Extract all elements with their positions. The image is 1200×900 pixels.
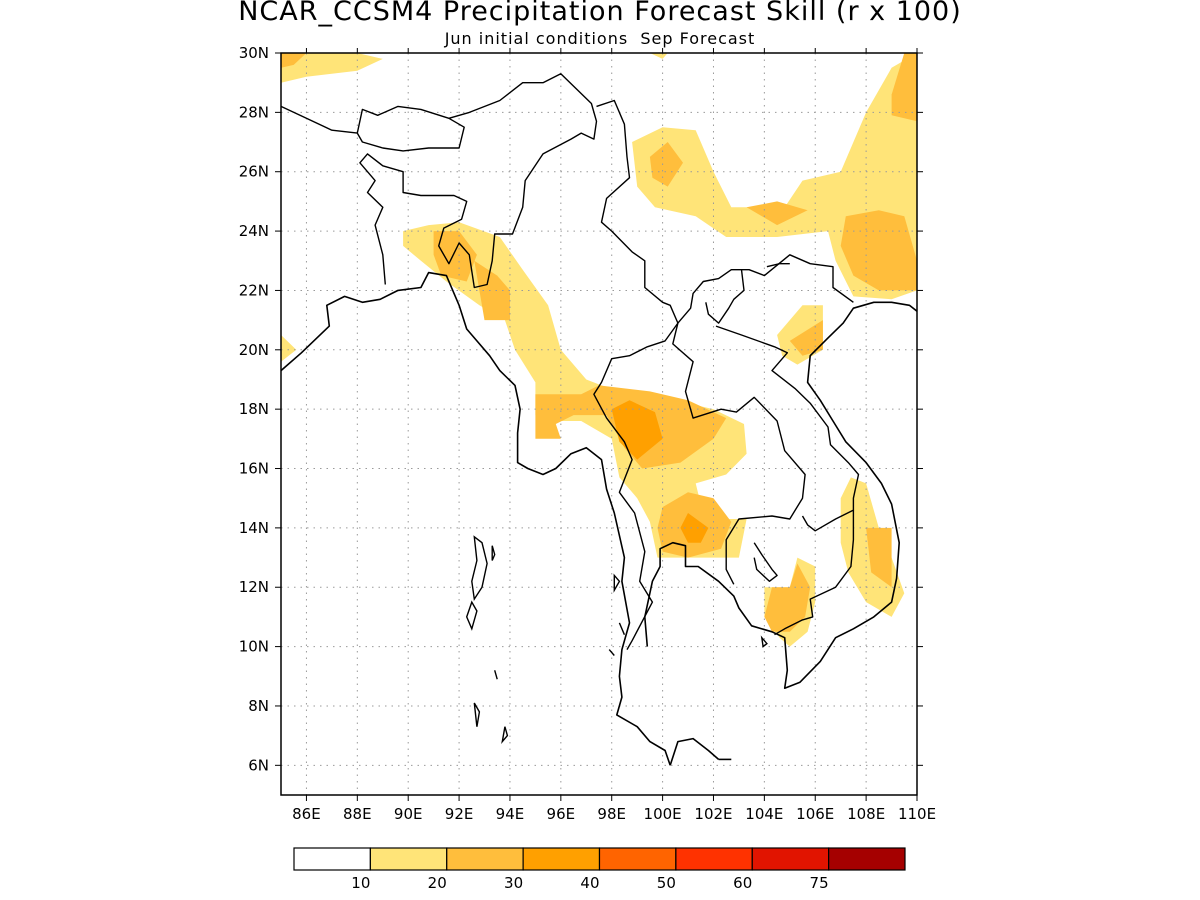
country-border-1 <box>281 73 598 289</box>
y-tick-label: 24N <box>239 222 269 240</box>
y-tick-label: 12N <box>239 578 269 596</box>
country-border-5 <box>672 322 806 585</box>
skill-region-15 <box>891 53 917 122</box>
island-2 <box>465 600 478 631</box>
island-10 <box>760 635 768 648</box>
country-border-8 <box>774 510 855 636</box>
y-tick-label: 28N <box>239 103 269 121</box>
coastline-1 <box>281 271 671 766</box>
colorbar-label: 40 <box>580 874 599 892</box>
skill-region-4 <box>649 53 668 59</box>
y-tick-label: 6N <box>248 756 269 774</box>
x-tick-label: 108E <box>847 805 885 823</box>
skill-region-9 <box>611 400 663 460</box>
colorbar: 10 20 30 40 50 60 75 <box>293 847 906 892</box>
y-tick-label: 22N <box>239 281 269 299</box>
skill-region-7 <box>474 260 510 321</box>
x-tick-label: 96E <box>547 805 576 823</box>
island-5 <box>501 726 509 745</box>
coastline-2 <box>669 737 720 766</box>
axis-ticks: 86E 88E 90E 92E 94E 96E 98E 100E 102E 104E 106E 108… <box>239 44 936 823</box>
country-border-9 <box>766 263 790 268</box>
x-tick-label: 100E <box>644 805 682 823</box>
coastline-3 <box>643 301 917 690</box>
chart-subtitle: Jun initial conditions Sep Forecast <box>444 29 756 48</box>
colorbar-swatch-1 <box>293 847 371 871</box>
x-tick-label: 98E <box>597 805 626 823</box>
skill-region-18 <box>789 320 823 356</box>
y-tick-label: 10N <box>239 638 269 656</box>
x-tick-label: 110E <box>898 805 936 823</box>
country-border-6 <box>705 269 745 324</box>
coastline-and-borders-layer <box>281 73 917 766</box>
plot-frame <box>280 52 918 796</box>
skill-region-20 <box>866 527 892 588</box>
colorbar-swatch-8 <box>828 847 906 871</box>
x-tick-label: 90E <box>394 805 423 823</box>
colorbar-label: 20 <box>428 874 447 892</box>
skill-region-6 <box>433 231 477 282</box>
x-tick-label: 88E <box>343 805 372 823</box>
x-tick-label: 94E <box>496 805 525 823</box>
x-tick-label: 86E <box>292 805 321 823</box>
colorbar-swatch-4 <box>522 847 601 871</box>
x-tick-label: 102E <box>694 805 732 823</box>
skill-shading-layer <box>281 53 917 647</box>
x-tick-label: 92E <box>445 805 474 823</box>
colorbar-swatch-6 <box>675 847 753 871</box>
y-tick-label: 18N <box>239 400 269 418</box>
y-tick-label: 26N <box>239 163 269 181</box>
y-tick-label: 30N <box>239 44 269 62</box>
skill-region-14 <box>746 201 808 226</box>
colorbar-label: 60 <box>733 874 752 892</box>
skill-region-13 <box>649 142 683 187</box>
island-9 <box>608 649 615 656</box>
y-tick-label: 20N <box>239 341 269 359</box>
colorbar-swatch-5 <box>598 847 677 871</box>
colorbar-swatch-7 <box>751 847 830 871</box>
colorbar-swatch-2 <box>369 847 448 871</box>
skill-region-11 <box>680 513 709 543</box>
chart-title: NCAR_CCSM4 Precipitation Forecast Skill … <box>238 0 962 27</box>
gridlines <box>281 53 917 795</box>
y-tick-label: 16N <box>239 460 269 478</box>
skill-region-22 <box>764 563 811 632</box>
skill-region-16 <box>840 210 917 291</box>
skill-region-2 <box>281 53 307 68</box>
island-6 <box>494 670 498 680</box>
colorbar-swatch-3 <box>446 847 524 871</box>
island-7 <box>613 573 621 593</box>
x-tick-label: 104E <box>745 805 783 823</box>
colorbar-label: 75 <box>810 874 829 892</box>
x-tick-label: 106E <box>796 805 834 823</box>
country-border-4 <box>593 322 679 650</box>
y-tick-label: 14N <box>239 519 269 537</box>
skill-region-3 <box>281 335 297 362</box>
colorbar-label: 30 <box>504 874 523 892</box>
colorbar-label: 50 <box>657 874 676 892</box>
country-border-2 <box>356 105 450 134</box>
y-tick-label: 8N <box>248 697 269 715</box>
island-8 <box>618 622 626 635</box>
island-4 <box>473 702 481 727</box>
colorbar-label: 10 <box>351 874 370 892</box>
country-border-3 <box>596 99 854 324</box>
country-border-7 <box>715 325 860 532</box>
country-border-10 <box>753 542 778 582</box>
island-3 <box>491 545 496 561</box>
island-1 <box>471 535 488 602</box>
